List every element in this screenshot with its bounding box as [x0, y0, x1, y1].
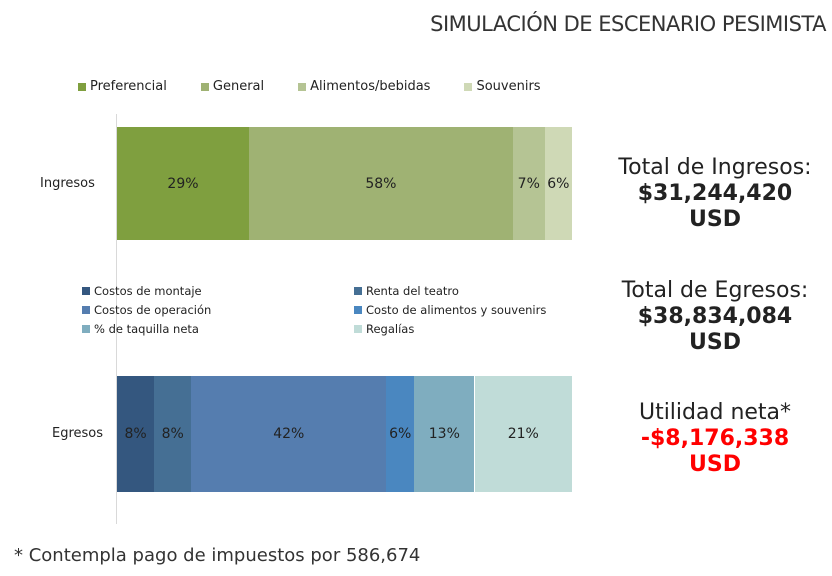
bar-segment-costo-de-alimentos-y-souvenirs: 6%: [386, 376, 415, 492]
chart-title: SIMULACIÓN DE ESCENARIO PESIMISTA: [430, 12, 826, 36]
utilidad-neta: Utilidad neta* -$8,176,338 USD: [615, 400, 815, 478]
utilidad-neta-value: -$8,176,338 USD: [640, 426, 790, 477]
legend-label: Regalías: [366, 322, 415, 336]
egresos-legend: Costos de montaje Renta del teatro Costos …: [82, 284, 582, 336]
legend-label: Preferencial: [90, 79, 167, 94]
bar-segment-costos-de-montaje: 8%: [117, 376, 155, 492]
legend-item-de-taquilla-neta: % de taquilla neta: [82, 322, 354, 336]
legend-swatch: [354, 287, 362, 295]
data-label: 21%: [507, 426, 539, 442]
bar-segment-regal-as: 21%: [474, 376, 572, 492]
category-label-egresos: Egresos: [52, 426, 104, 441]
data-label: 58%: [365, 175, 397, 192]
legend-swatch: [82, 287, 90, 295]
legend-item-souvenirs: Souvenirs: [464, 79, 541, 94]
total-egresos-value: $38,834,084 USD: [637, 304, 793, 355]
legend-label: Costo de alimentos y souvenirs: [366, 303, 547, 317]
legend-item-alimentos-bebidas: Alimentos/bebidas: [298, 79, 430, 94]
legend-label: Costos de operación: [94, 303, 212, 317]
total-egresos-label: Total de Egresos:: [621, 278, 809, 303]
legend-label: Costos de montaje: [94, 284, 202, 298]
legend-item-renta-del-teatro: Renta del teatro: [354, 284, 582, 298]
data-label: 6%: [389, 426, 412, 442]
legend-swatch: [298, 82, 307, 91]
egresos-bar: 8% 8% 42% 6% 13% 21%: [117, 376, 572, 492]
legend-swatch: [82, 306, 90, 314]
data-label: 8%: [161, 426, 184, 442]
legend-swatch: [354, 306, 362, 314]
legend-item-costos-de-montaje: Costos de montaje: [82, 284, 354, 298]
data-label: 42%: [273, 426, 305, 442]
total-ingresos-value: $31,244,420 USD: [637, 181, 793, 232]
bar-segment-alimentos-bebidas: 7%: [512, 127, 545, 240]
legend-label: Souvenirs: [476, 79, 541, 94]
legend-item-costo-de-alimentos-y-souvenirs: Costo de alimentos y souvenirs: [354, 303, 582, 317]
ingresos-legend: Preferencial General Alimentos/bebidas Souv…: [78, 79, 541, 94]
ingresos-bar: 29% 58% 7% 6%: [117, 127, 572, 240]
data-label: 7%: [517, 175, 540, 192]
legend-swatch: [200, 82, 209, 91]
bar-segment-de-taquilla-neta: 13%: [414, 376, 475, 492]
legend-label: Alimentos/bebidas: [310, 79, 431, 94]
legend-swatch: [82, 325, 90, 333]
utilidad-neta-label: Utilidad neta*: [638, 400, 792, 425]
legend-label: General: [212, 79, 265, 94]
category-axis: [116, 114, 117, 524]
legend-swatch: [78, 82, 86, 91]
total-ingresos-label: Total de Ingresos:: [618, 155, 812, 180]
legend-label: % de taquilla neta: [94, 322, 199, 336]
data-label: 13%: [428, 426, 460, 442]
bar-segment-renta-del-teatro: 8%: [154, 376, 192, 492]
bar-segment-costos-de-operaci-n: 42%: [191, 376, 387, 492]
bar-segment-general: 58%: [248, 127, 513, 240]
legend-item-regal-as: Regalías: [354, 322, 582, 336]
footnote: * Contempla pago de impuestos por 586,67…: [14, 545, 421, 566]
legend-item-costos-de-operaci-n: Costos de operación: [82, 303, 354, 317]
data-label: 8%: [124, 426, 147, 442]
legend-swatch: [464, 82, 473, 91]
category-label-ingresos: Ingresos: [40, 176, 95, 191]
total-egresos: Total de Egresos: $38,834,084 USD: [615, 278, 815, 356]
bar-segment-souvenirs: 6%: [544, 127, 572, 240]
legend-swatch: [354, 325, 362, 333]
bar-segment-preferencial: 29%: [117, 127, 249, 240]
legend-item-general: General: [200, 79, 265, 94]
legend-label: Renta del teatro: [366, 284, 459, 298]
total-ingresos: Total de Ingresos: $31,244,420 USD: [615, 155, 815, 233]
data-label: 6%: [547, 175, 570, 192]
legend-item-preferencial: Preferencial: [78, 79, 167, 94]
data-label: 29%: [167, 175, 199, 192]
